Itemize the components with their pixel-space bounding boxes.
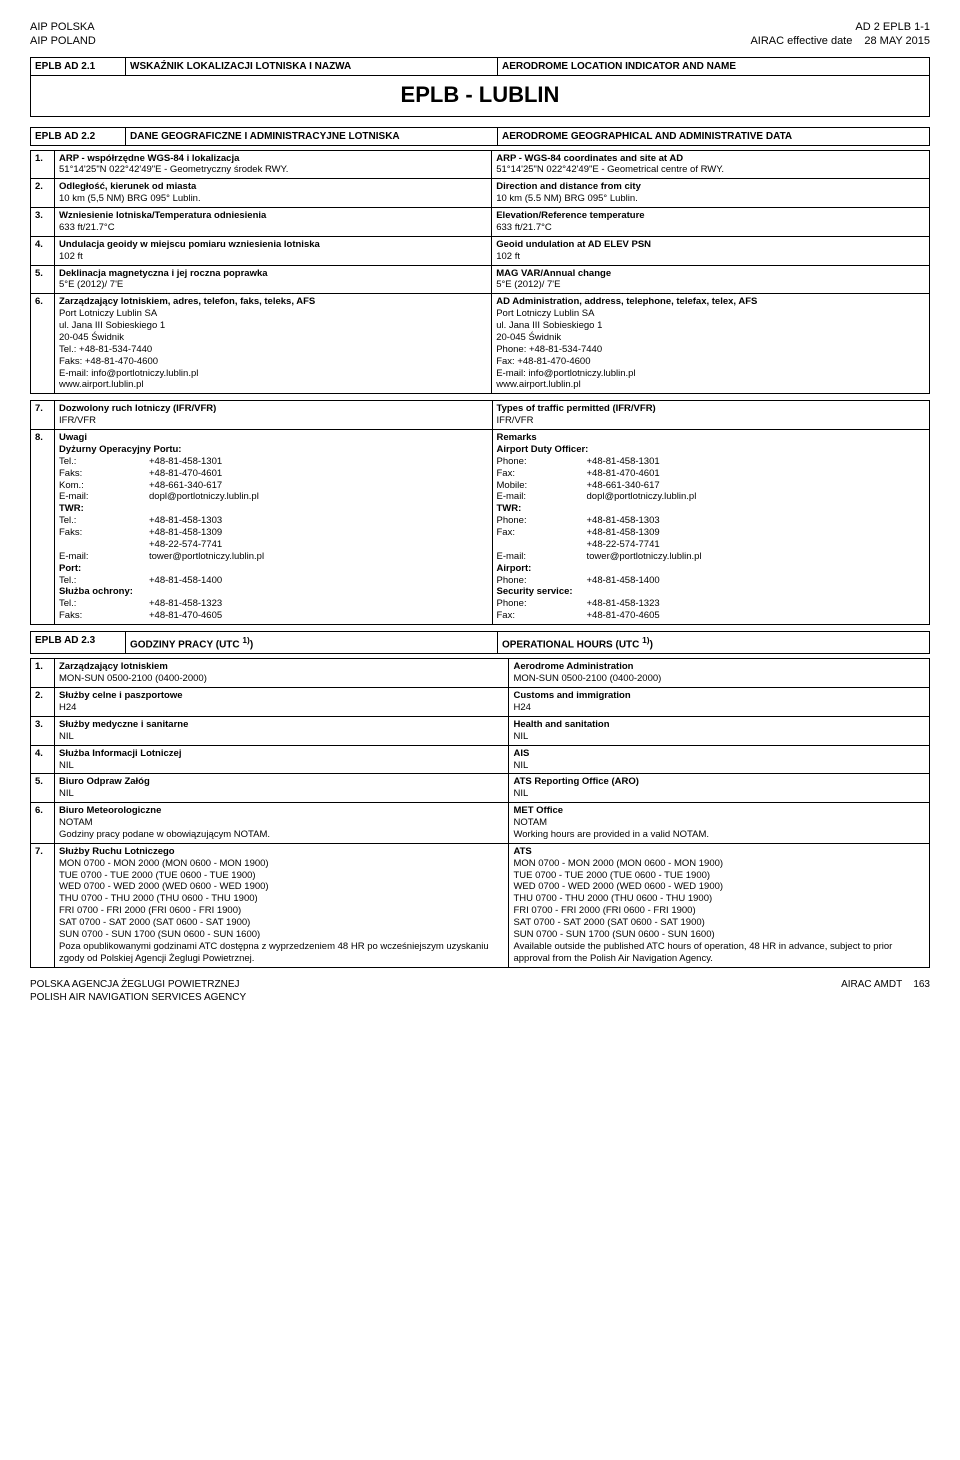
row-pl: Zarządzający lotniskiem, adres, telefon,… [55,294,492,394]
hdr-page-code: AD 2 EPLB 1-1 [750,20,930,34]
row-en: ARP - WGS-84 coordinates and site at AD5… [492,150,930,179]
header-left: AIP POLSKA AIP POLAND [30,20,96,49]
table-row: 3.Służby medyczne i sanitarneNILHealth a… [31,716,930,745]
table-row: 8.UwagiDyżurny Operacyjny Portu:Tel.:+48… [31,430,930,625]
section-2-2-header: EPLB AD 2.2 DANE GEOGRAFICZNE I ADMINIST… [30,127,930,146]
s22-title-en: AERODROME GEOGRAPHICAL AND ADMINISTRATIV… [498,128,929,145]
row-en: MET OfficeNOTAMWorking hours are provide… [509,803,930,844]
table-row: 2.Odległość, kierunek od miasta10 km (5,… [31,179,930,208]
table-row: 5.Deklinacja magnetyczna i jej roczna po… [31,265,930,294]
s22-title-pl: DANE GEOGRAFICZNE I ADMINISTRACYJNE LOTN… [126,128,498,145]
row-en: AD Administration, address, telephone, t… [492,294,930,394]
row-num: 3. [31,716,55,745]
row-num: 7. [31,843,55,967]
row-num: 1. [31,150,55,179]
row-en: Direction and distance from city10 km (5… [492,179,930,208]
row-num: 8. [31,430,55,625]
s21-title-en: AERODROME LOCATION INDICATOR AND NAME [498,58,929,76]
row-en: Aerodrome AdministrationMON-SUN 0500-210… [509,659,930,688]
footer-left: POLSKA AGENCJA ŻEGLUGI POWIETRZNEJ POLIS… [30,978,246,1004]
row-en: Health and sanitationNIL [509,716,930,745]
row-num: 6. [31,803,55,844]
row-num: 3. [31,208,55,237]
table-row: 7.Dozwolony ruch lotniczy (IFR/VFR)IFR/V… [31,401,930,430]
row-num: 2. [31,179,55,208]
row-pl: Służby celne i paszportoweH24 [55,688,509,717]
row-en: Customs and immigrationH24 [509,688,930,717]
row-pl: Dozwolony ruch lotniczy (IFR/VFR)IFR/VFR [55,401,493,430]
table-row: 1.Zarządzający lotniskiemMON-SUN 0500-21… [31,659,930,688]
row-pl: Służba Informacji LotniczejNIL [55,745,509,774]
s23-title-pl: GODZINY PRACY (UTC 1)) [126,632,498,653]
row-num: 1. [31,659,55,688]
footer-amdt-num: 163 [913,979,930,990]
row-en: ATSMON 0700 - MON 2000 (MON 0600 - MON 1… [509,843,930,967]
row-pl: Biuro MeteorologiczneNOTAMGodziny pracy … [55,803,509,844]
row-en: Types of traffic permitted (IFR/VFR)IFR/… [492,401,930,430]
footer-right: AIRAC AMDT 163 [841,978,930,1004]
row-pl: ARP - współrzędne WGS-84 i lokalizacja51… [55,150,492,179]
s21-title-pl: WSKAŹNIK LOKALIZACJI LOTNISKA I NAZWA [126,58,498,76]
row-num: 6. [31,294,55,394]
row-pl: Wzniesienie lotniska/Temperatura odniesi… [55,208,492,237]
row-pl: Zarządzający lotniskiemMON-SUN 0500-2100… [55,659,509,688]
page-header: AIP POLSKA AIP POLAND AD 2 EPLB 1-1 AIRA… [30,20,930,49]
section-2-1: EPLB AD 2.1 WSKAŹNIK LOKALIZACJI LOTNISK… [30,57,930,117]
table-row: 1.ARP - współrzędne WGS-84 i lokalizacja… [31,150,930,179]
s23-code: EPLB AD 2.3 [31,632,126,653]
row-num: 2. [31,688,55,717]
footer-agency-en: POLISH AIR NAVIGATION SERVICES AGENCY [30,991,246,1004]
row-pl: Undulacja geoidy w miejscu pomiaru wznie… [55,236,492,265]
table-row: 3.Wzniesienie lotniska/Temperatura odnie… [31,208,930,237]
row-pl: Służby medyczne i sanitarneNIL [55,716,509,745]
section-2-2-table-b: 7.Dozwolony ruch lotniczy (IFR/VFR)IFR/V… [30,400,930,625]
hdr-airac-date: 28 MAY 2015 [864,34,930,48]
table-row: 6.Biuro MeteorologiczneNOTAMGodziny prac… [31,803,930,844]
row-pl: Służby Ruchu LotniczegoMON 0700 - MON 20… [55,843,509,967]
row-num: 4. [31,745,55,774]
row-pl: Odległość, kierunek od miasta10 km (5,5 … [55,179,492,208]
header-right: AD 2 EPLB 1-1 AIRAC effective date 28 MA… [750,20,930,49]
footer-airac: AIRAC AMDT [841,979,902,990]
section-2-3-table: 1.Zarządzający lotniskiemMON-SUN 0500-21… [30,658,930,967]
hdr-aip-en: AIP POLAND [30,34,96,48]
row-num: 4. [31,236,55,265]
section-2-3-header: EPLB AD 2.3 GODZINY PRACY (UTC 1)) OPERA… [30,631,930,654]
row-num: 5. [31,774,55,803]
table-row: 4.Undulacja geoidy w miejscu pomiaru wzn… [31,236,930,265]
section-2-2-table-a: 1.ARP - współrzędne WGS-84 i lokalizacja… [30,150,930,395]
row-en: Elevation/Reference temperature633 ft/21… [492,208,930,237]
table-row: 2.Służby celne i paszportoweH24Customs a… [31,688,930,717]
table-row: 6.Zarządzający lotniskiem, adres, telefo… [31,294,930,394]
row-en: ATS Reporting Office (ARO)NIL [509,774,930,803]
table-row: 5.Biuro Odpraw ZałógNILATS Reporting Off… [31,774,930,803]
table-row: 4.Służba Informacji LotniczejNILAISNIL [31,745,930,774]
row-pl: Biuro Odpraw ZałógNIL [55,774,509,803]
table-row: 7.Służby Ruchu LotniczegoMON 0700 - MON … [31,843,930,967]
row-num: 7. [31,401,55,430]
row-pl: UwagiDyżurny Operacyjny Portu:Tel.:+48-8… [55,430,493,625]
hdr-aip-pl: AIP POLSKA [30,20,96,34]
s21-code: EPLB AD 2.1 [31,58,126,76]
row-en: AISNIL [509,745,930,774]
s22-code: EPLB AD 2.2 [31,128,126,145]
page-footer: POLSKA AGENCJA ŻEGLUGI POWIETRZNEJ POLIS… [30,978,930,1004]
row-en: Geoid undulation at AD ELEV PSN102 ft [492,236,930,265]
airport-name: EPLB - LUBLIN [31,76,929,116]
row-en: RemarksAirport Duty Officer:Phone:+48-81… [492,430,930,625]
row-num: 5. [31,265,55,294]
footer-agency-pl: POLSKA AGENCJA ŻEGLUGI POWIETRZNEJ [30,978,246,991]
s23-title-en: OPERATIONAL HOURS (UTC 1)) [498,632,929,653]
row-en: MAG VAR/Annual change 5°E (2012)/ 7'E [492,265,930,294]
hdr-airac-label: AIRAC effective date [750,34,852,48]
row-pl: Deklinacja magnetyczna i jej roczna popr… [55,265,492,294]
